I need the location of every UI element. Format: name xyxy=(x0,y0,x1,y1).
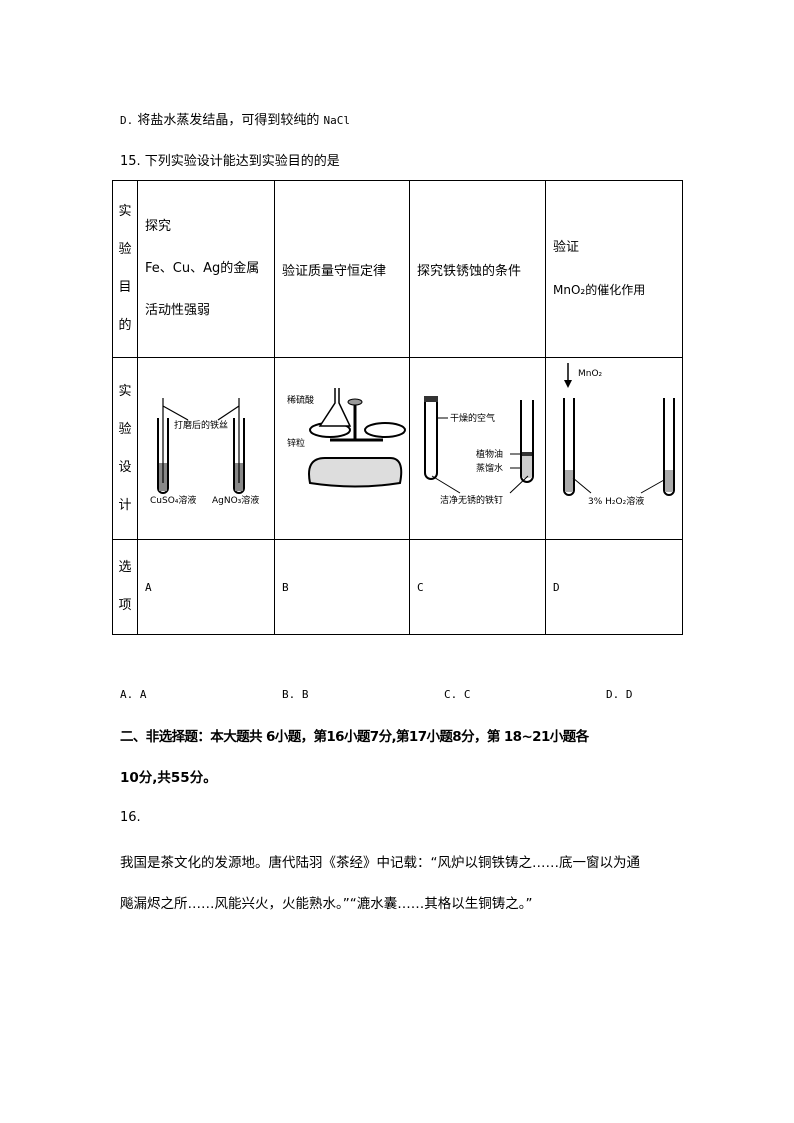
purpose-d-line: 验证 xyxy=(553,240,580,255)
test-tubes-illustration: 打磨后的铁丝 CuSO₄溶液 AgNO₃溶液 xyxy=(150,398,259,506)
label-cuso4: CuSO₄溶液 xyxy=(150,494,196,506)
balance-illustration: 稀硫酸 锌粒 xyxy=(287,388,406,488)
purpose-d: 验证 MnO₂的催化作用 xyxy=(545,180,683,358)
answer-d[interactable]: D. D xyxy=(606,688,633,701)
purpose-a-line: Fe、Cu、Ag的金属 xyxy=(145,261,260,276)
label-agno3: AgNO₃溶液 xyxy=(212,494,259,506)
purpose-a: 探究 Fe、Cu、Ag的金属 活动性强弱 xyxy=(137,180,275,358)
label-clean-nail: 洁净无锈的铁钉 xyxy=(440,494,503,506)
row-header-option: 选项 xyxy=(112,539,138,635)
question-16-text-line2: 飚漏烬之所……风能兴火，火能熟水。”“漉水囊……其格以生铜铸之。” xyxy=(120,896,533,912)
option-row: 选项 A B C D xyxy=(112,539,683,635)
answer-c[interactable]: C. C xyxy=(444,688,471,701)
purpose-d-line: MnO₂的催化作用 xyxy=(553,283,646,297)
option-cell-a: A xyxy=(137,539,275,635)
purpose-a-line: 探究 xyxy=(145,219,172,234)
section-2-heading: 二、非选择题：本大题共 6小题，第16小题7分,第17小题8分，第 18~21小… xyxy=(120,729,589,745)
header-text: 选项 xyxy=(118,560,132,613)
option-formula: NaCl xyxy=(323,114,351,127)
design-a-figure: 打磨后的铁丝 CuSO₄溶液 AgNO₃溶液 xyxy=(137,357,275,540)
rust-test-illustration: 干燥的空气 植物油 蒸馏水 洁净无锈的铁钉 xyxy=(424,396,534,506)
purpose-c: 探究铁锈蚀的条件 xyxy=(409,180,546,358)
label-water: 蒸馏水 xyxy=(476,462,503,474)
label-oil: 植物油 xyxy=(476,448,503,460)
option-prefix: D. xyxy=(120,114,134,127)
answer-a[interactable]: A. A xyxy=(120,688,147,701)
label-dilute-acid: 稀硫酸 xyxy=(287,394,314,406)
option-text: 将盐水蒸发结晶，可得到较纯的 xyxy=(137,113,320,128)
purpose-a-line: 活动性强弱 xyxy=(145,303,211,318)
answer-b[interactable]: B. B xyxy=(282,688,309,701)
header-text: 实验设计 xyxy=(118,383,132,513)
option-cell-d: D xyxy=(545,539,683,635)
question-16-number: 16. xyxy=(120,810,141,825)
row-header-design: 实验设计 xyxy=(112,357,138,540)
question-15-stem: 15. 下列实验设计能达到实验目的的是 xyxy=(120,154,340,169)
label-mno2: MnO₂ xyxy=(578,369,603,379)
previous-option-d: D. 将盐水蒸发结晶，可得到较纯的 NaCl xyxy=(120,109,350,128)
purpose-b: 验证质量守恒定律 xyxy=(274,180,410,358)
label-iron-wire: 打磨后的铁丝 xyxy=(174,419,228,431)
option-cell-b: B xyxy=(274,539,410,635)
label-zinc: 锌粒 xyxy=(287,437,305,449)
section-2-heading-cont: 10分,共55分。 xyxy=(120,770,217,786)
design-row: 实验设计 打磨后的铁丝 CuSO₄溶液 AgNO₃溶液 稀硫酸 锌粒 xyxy=(112,357,683,540)
design-b-figure: 稀硫酸 锌粒 xyxy=(274,357,410,540)
design-c-figure: 干燥的空气 植物油 蒸馏水 洁净无锈的铁钉 xyxy=(409,357,546,540)
option-cell-c: C xyxy=(409,539,546,635)
label-h2o2: 3% H₂O₂溶液 xyxy=(588,495,644,507)
question-16-text-line1: 我国是茶文化的发源地。唐代陆羽《茶经》中记载：“风炉以铜铁铸之……底一窗以为通 xyxy=(120,855,640,871)
experiment-table: 实验目的 探究 Fe、Cu、Ag的金属 活动性强弱 验证质量守恒定律 探究铁锈蚀的条… xyxy=(112,180,683,635)
header-text: 实验目的 xyxy=(118,204,132,333)
purpose-row: 实验目的 探究 Fe、Cu、Ag的金属 活动性强弱 验证质量守恒定律 探究铁锈蚀的条… xyxy=(112,180,683,358)
design-d-figure: MnO₂ 3% H₂O₂溶液 xyxy=(545,357,683,540)
label-dry-air: 干燥的空气 xyxy=(450,412,495,424)
catalyst-test-illustration: MnO₂ 3% H₂O₂溶液 xyxy=(563,363,675,507)
row-header-purpose: 实验目的 xyxy=(112,180,138,358)
